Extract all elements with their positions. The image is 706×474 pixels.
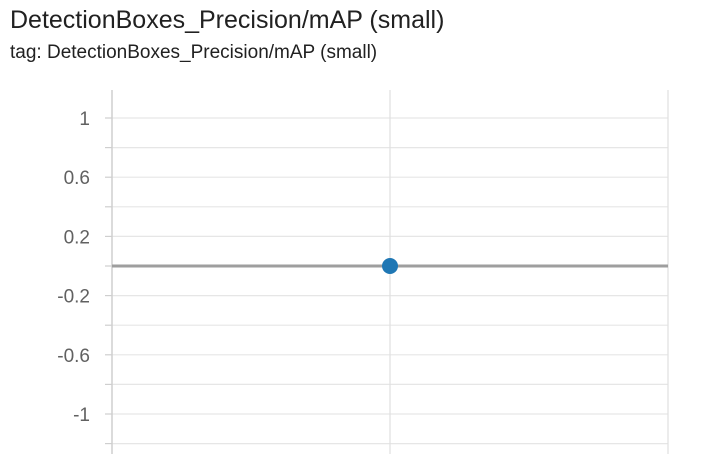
chart-tag-subtitle: tag: DetectionBoxes_Precision/mAP (small…	[10, 42, 378, 63]
gridlines-horizontal	[105, 117, 668, 445]
y-tick-label: 0.6	[64, 168, 90, 189]
y-tick-label: 0.2	[64, 227, 90, 248]
y-tick-label: -1	[73, 405, 90, 426]
data-point[interactable]	[382, 258, 398, 274]
data-points	[382, 258, 398, 274]
y-tick-label: -0.2	[57, 287, 90, 308]
gridlines-vertical	[389, 90, 669, 454]
y-tick-label: 1	[79, 109, 90, 130]
y-tick-labels: 1 0.6 0.2 -0.2 -0.6 -1	[57, 109, 90, 426]
chart-title: DetectionBoxes_Precision/mAP (small)	[10, 6, 445, 34]
y-tick-label: -0.6	[57, 346, 90, 367]
